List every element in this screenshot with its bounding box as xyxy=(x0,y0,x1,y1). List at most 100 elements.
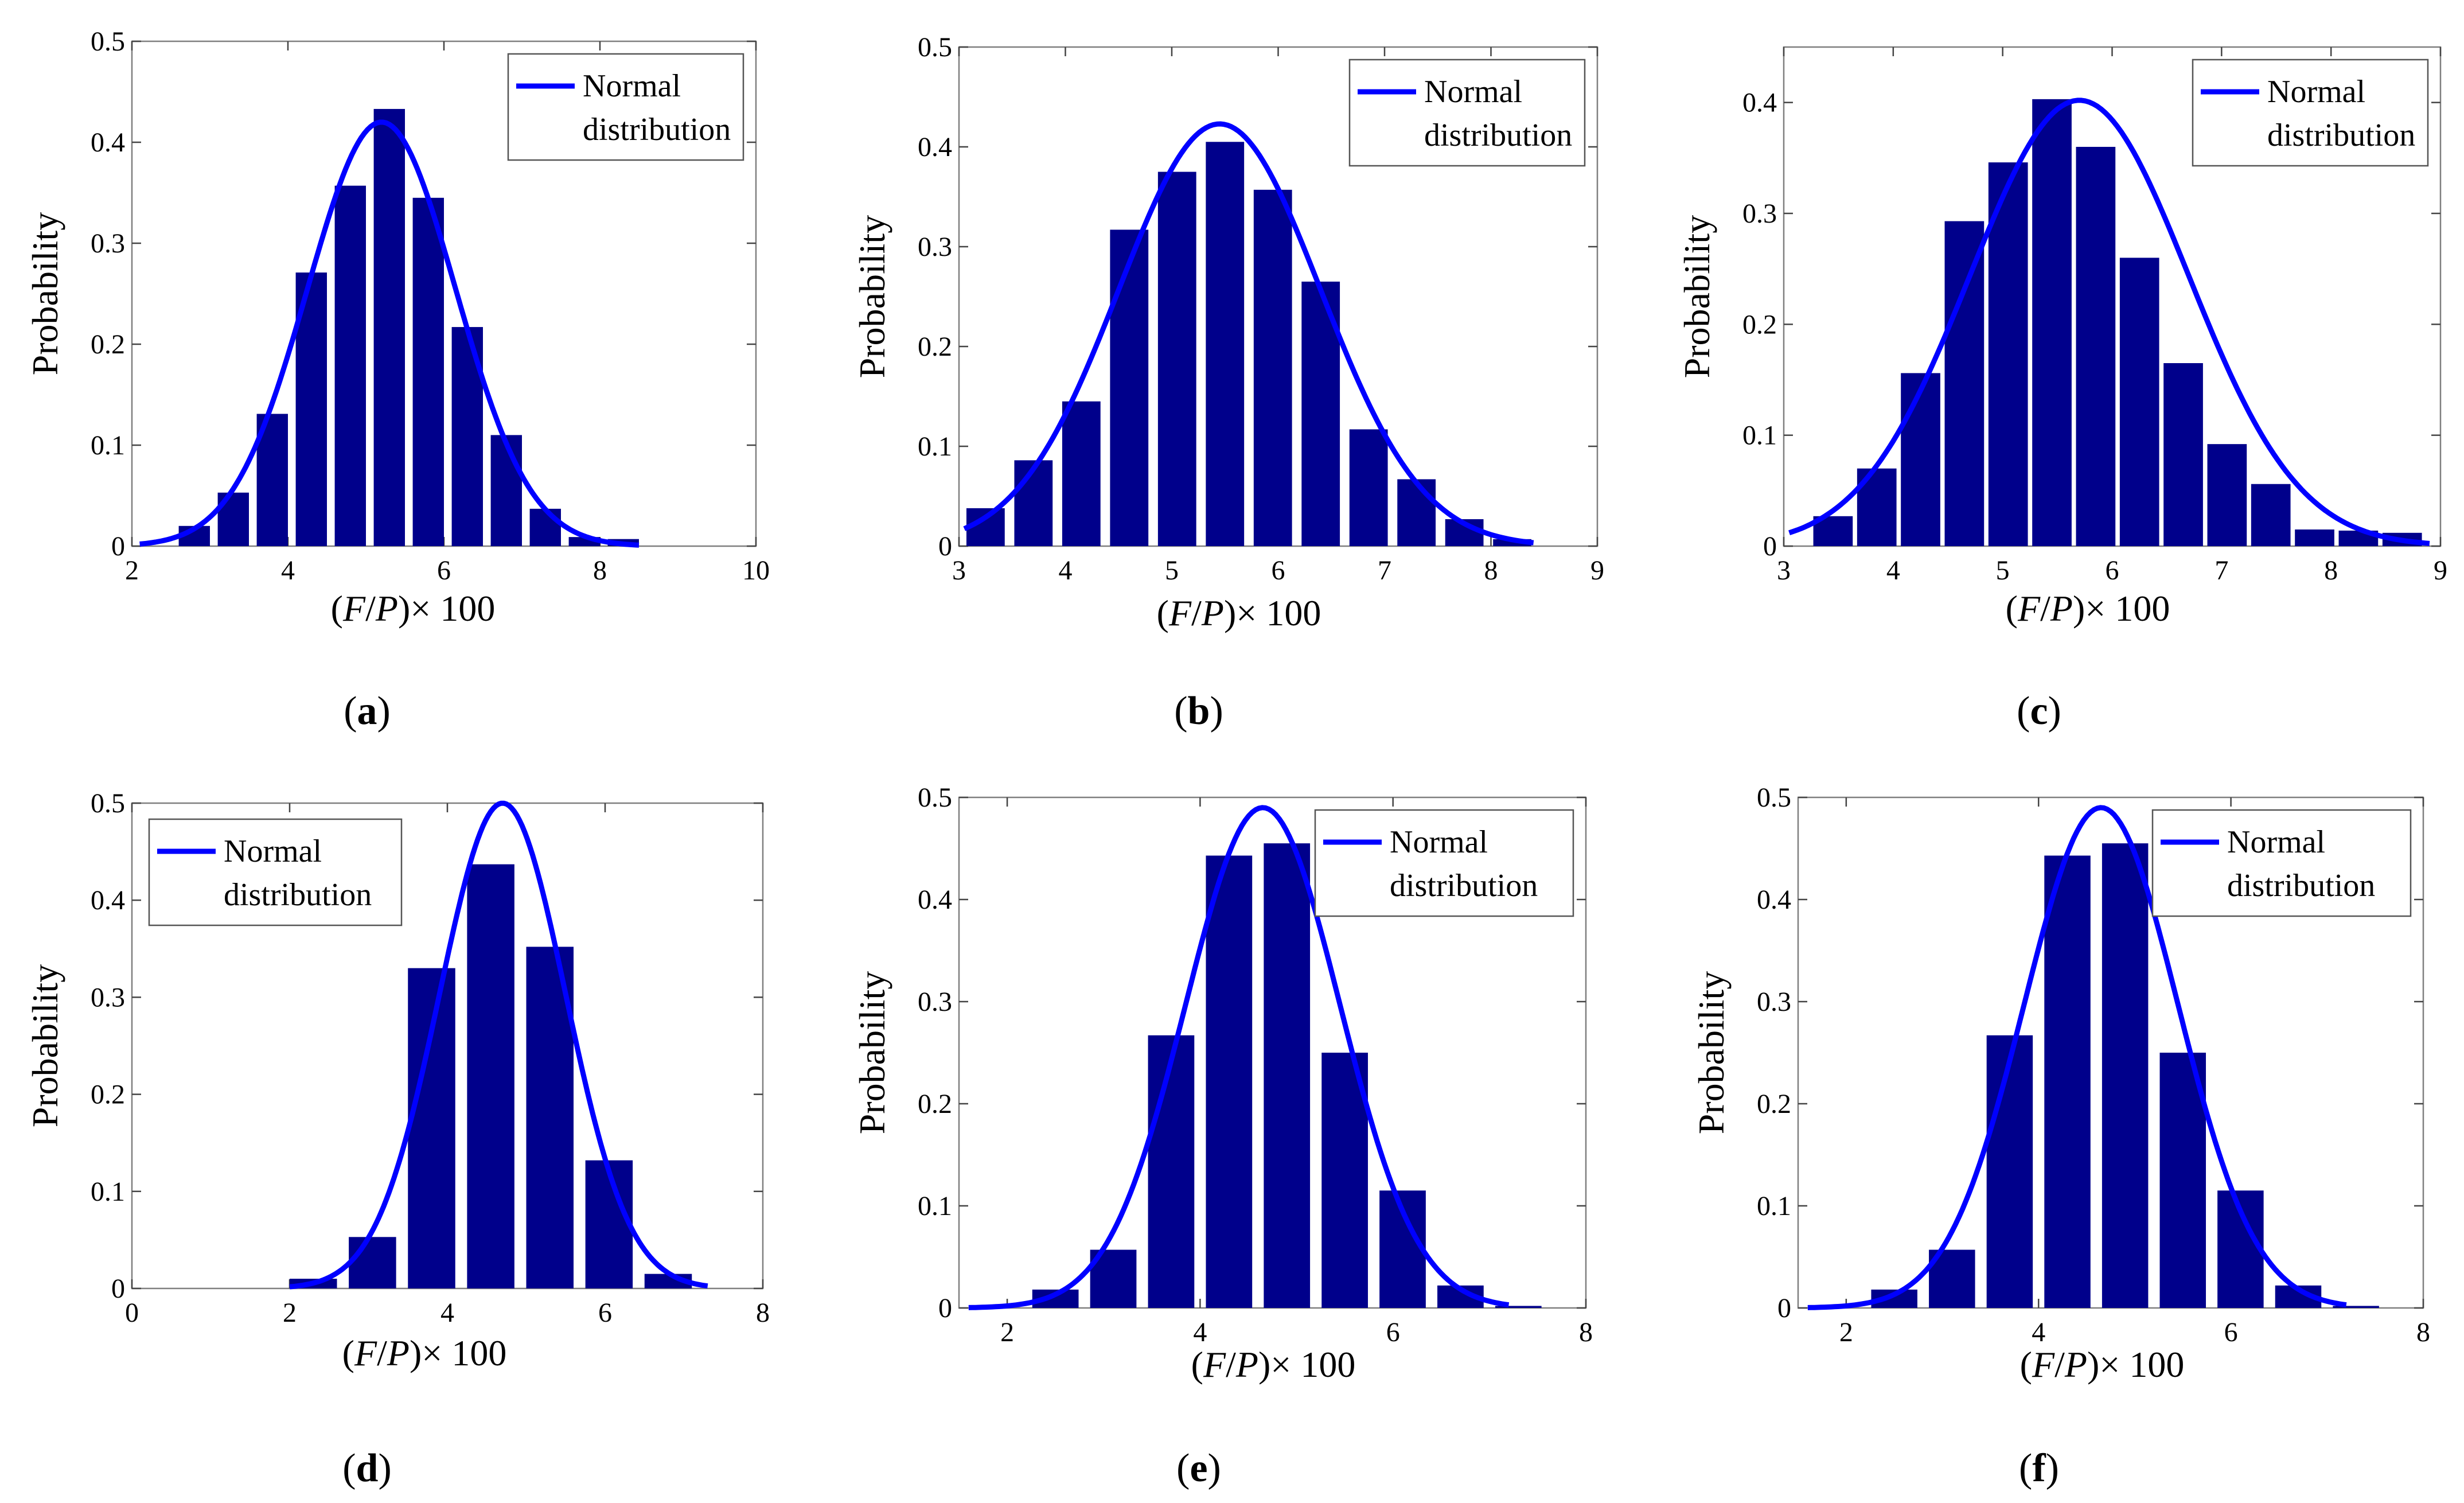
y-tick-label: 0.5 xyxy=(1757,782,1791,813)
legend: Normal distribution xyxy=(1348,59,1586,167)
normal-distribution-curve xyxy=(1788,98,2430,546)
y-axis-label: Probability xyxy=(852,215,892,378)
histogram-bar xyxy=(2044,855,2091,1308)
histogram-bar xyxy=(467,864,514,1288)
legend: Normal distribution xyxy=(1314,809,1574,917)
histogram-bar xyxy=(1253,189,1292,546)
histogram-bar xyxy=(1986,1035,2033,1308)
legend-label-line2: distribution xyxy=(583,112,731,147)
normal-distribution-curve xyxy=(139,119,640,548)
y-tick-label: 0.3 xyxy=(1757,987,1791,1017)
y-tick-label: 0.1 xyxy=(91,430,125,461)
histogram-bar xyxy=(2251,484,2291,546)
histogram-bar xyxy=(1206,855,1253,1308)
x-tick-label: 6 xyxy=(2224,1317,2238,1348)
y-tick-label: 0.2 xyxy=(1742,309,1777,340)
legend-box xyxy=(148,818,403,926)
x-tick-label: 0 xyxy=(125,1298,139,1328)
histogram-bar xyxy=(2163,363,2203,546)
histogram-bar xyxy=(1944,221,1985,546)
x-tick-label: 2 xyxy=(283,1298,297,1328)
y-tick-label: 0.4 xyxy=(1742,88,1777,118)
histogram-bar xyxy=(529,508,561,546)
x-tick-label: 4 xyxy=(281,555,295,586)
y-axis-label: Probability xyxy=(25,964,65,1127)
histogram-bar xyxy=(334,185,366,546)
histogram-bar xyxy=(2159,1053,2206,1308)
histogram-bar xyxy=(412,197,444,546)
x-tick-label: 4 xyxy=(2032,1317,2045,1348)
legend-label-line1: Normal xyxy=(2227,824,2325,860)
legend-label-line1: Normal xyxy=(583,68,681,104)
y-tick-label: 0.1 xyxy=(91,1177,125,1207)
histogram-bar xyxy=(2076,147,2116,546)
y-tick-label: 0.4 xyxy=(91,885,125,916)
legend-box xyxy=(2151,809,2412,917)
panel-a: 0 0.1 0.2 0.3 0.4 0.5 2 4 6 8 10 Normal distribution… xyxy=(25,26,770,733)
legend-box xyxy=(2192,59,2429,167)
panel-caption: (c) xyxy=(2017,689,2061,733)
legend: Normal distribution xyxy=(2151,809,2412,917)
x-tick-label: 3 xyxy=(1777,555,1791,586)
x-tick-label: 8 xyxy=(1579,1317,1593,1348)
histogram-bar xyxy=(1148,1035,1195,1308)
x-axis-label: (F/P)× 100 xyxy=(1157,593,1321,633)
x-tick-label: 6 xyxy=(2106,555,2119,586)
histogram-bar xyxy=(2295,529,2334,546)
legend-label-line1: Normal xyxy=(1424,74,1522,110)
x-tick-label: 6 xyxy=(598,1298,612,1328)
y-axis-label: Probability xyxy=(1691,971,1732,1134)
panel-e: 0 0.1 0.2 0.3 0.4 0.5 2 4 6 8 Normal distribution Pr… xyxy=(852,782,1593,1490)
x-tick-label: 2 xyxy=(125,555,139,586)
x-tick-label: 8 xyxy=(2416,1317,2430,1348)
x-axis-label: (F/P)× 100 xyxy=(1191,1344,1356,1385)
y-tick-label: 0.2 xyxy=(1757,1089,1791,1119)
histogram-bar xyxy=(585,1160,633,1288)
x-tick-label: 5 xyxy=(1996,555,2010,586)
histogram-bar xyxy=(2207,444,2247,546)
x-tick-label: 6 xyxy=(1386,1317,1400,1348)
panel-b: 0 0.1 0.2 0.3 0.4 0.5 3 4 5 6 7 8 9 Normal distributio… xyxy=(852,32,1604,733)
histogram-bar xyxy=(2119,258,2159,546)
x-tick-label: 4 xyxy=(1193,1317,1207,1348)
y-tick-label: 0.5 xyxy=(91,26,125,57)
normal-distribution-curve xyxy=(963,121,1534,546)
legend: Normal distribution xyxy=(148,818,403,926)
y-tick-label: 0.3 xyxy=(1742,198,1777,229)
x-axis-label: (F/P)× 100 xyxy=(331,588,496,629)
panel-caption: (a) xyxy=(344,689,391,733)
y-tick-label: 0.1 xyxy=(918,1191,952,1221)
y-tick-label: 0.1 xyxy=(1742,420,1777,451)
y-tick-label: 0.5 xyxy=(918,782,952,813)
panel-caption: (e) xyxy=(1176,1446,1221,1490)
y-tick-label: 0.1 xyxy=(918,431,952,462)
y-tick-label: 0.3 xyxy=(91,228,125,259)
legend-box xyxy=(507,53,744,161)
x-tick-label: 7 xyxy=(1378,555,1391,586)
x-tick-label: 7 xyxy=(2215,555,2228,586)
panel-c: 0 0.1 0.2 0.3 0.4 3 4 5 6 7 8 9 Normal distribution Pr… xyxy=(1677,46,2447,733)
y-tick-label: 0 xyxy=(111,1274,125,1304)
x-tick-label: 2 xyxy=(1000,1317,1014,1348)
x-tick-label: 8 xyxy=(2324,555,2338,586)
normal-distribution-curve xyxy=(289,800,708,1290)
y-tick-label: 0.4 xyxy=(91,127,125,158)
y-tick-label: 0 xyxy=(111,531,125,562)
histogram-bar xyxy=(1264,843,1311,1308)
y-axis-label: Probability xyxy=(1677,215,1717,378)
y-tick-label: 0.4 xyxy=(918,132,952,162)
histogram-bar xyxy=(2032,99,2072,546)
y-tick-label: 0 xyxy=(938,1293,952,1323)
x-tick-label: 9 xyxy=(1590,555,1604,586)
panel-f: 0 0.1 0.2 0.3 0.4 0.5 2 4 6 8 Normal distribution Pr… xyxy=(1691,782,2430,1490)
y-tick-label: 0.2 xyxy=(91,1080,125,1110)
x-tick-label: 8 xyxy=(1484,555,1498,586)
panel-caption: (f) xyxy=(2019,1446,2059,1490)
x-tick-label: 8 xyxy=(756,1298,770,1328)
histogram-bar xyxy=(1321,1053,1368,1308)
x-tick-label: 5 xyxy=(1165,555,1179,586)
histogram-bar xyxy=(373,108,405,547)
histogram-bar xyxy=(1157,172,1196,546)
histogram-bar xyxy=(1495,1306,1542,1308)
